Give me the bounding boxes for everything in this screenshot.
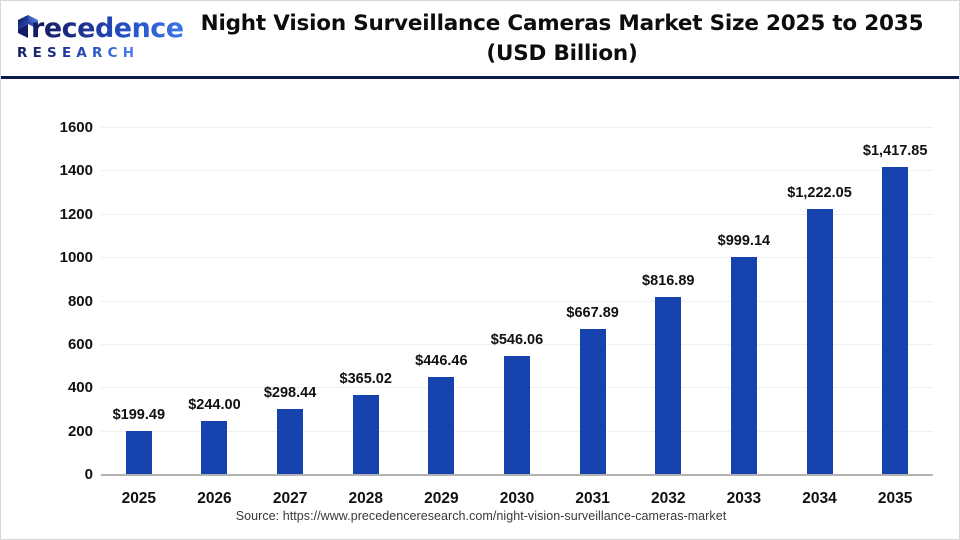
y-axis-tick-label: 400 [67, 379, 93, 397]
page-header: recedence RESEARCH Night Vision Surveill… [1, 1, 959, 79]
y-axis-tick-label: 1400 [59, 162, 93, 180]
page-title-line-2: (USD Billion) [486, 40, 638, 66]
x-axis-tick-label: 2035 [877, 490, 913, 507]
bar[interactable] [579, 329, 606, 474]
bar[interactable] [428, 377, 455, 474]
precedence-research-logo: recedence RESEARCH [15, 13, 184, 69]
x-axis-tick-label: 2029 [424, 490, 459, 507]
x-axis-tick-label: 2027 [272, 490, 308, 507]
logo-wordmark: recedence [31, 13, 184, 44]
bar[interactable] [201, 421, 228, 474]
bar-group: $816.89 2032 [630, 79, 706, 506]
bar-group: $999.14 2033 [706, 79, 782, 506]
bar-group: $546.06 2030 [479, 79, 555, 506]
y-axis-tick-label: 1200 [59, 205, 93, 223]
bar-value-label: $546.06 [490, 331, 544, 348]
x-axis-tick-label: 2028 [348, 490, 383, 507]
bar-value-label: $298.44 [263, 385, 317, 402]
y-axis-tick-label: 600 [67, 335, 93, 353]
bar-group: $1,417.85 2035 [857, 79, 933, 506]
bar-group: $199.49 2025 [101, 79, 177, 506]
bar-group: $365.02 2028 [328, 79, 404, 506]
x-axis-line [101, 474, 933, 476]
bar[interactable] [277, 409, 304, 474]
gridline [101, 343, 933, 345]
y-axis-tick-label: 200 [67, 422, 93, 440]
gridline [101, 127, 933, 128]
bar[interactable] [352, 394, 379, 474]
gridline [101, 213, 933, 215]
bar-group: $244.00 2026 [177, 79, 253, 506]
x-axis-tick-label: 2031 [575, 490, 610, 507]
gridline [101, 170, 933, 172]
x-axis-tick-label: 2034 [802, 490, 837, 507]
bar-group: $1,222.05 2034 [782, 79, 858, 506]
logo-subtitle: RESEARCH [17, 45, 140, 61]
page-title-line-1: Night Vision Surveillance Cameras Market… [200, 11, 924, 36]
bar-value-label: $1,417.85 [862, 142, 928, 159]
page-title: Night Vision Surveillance Cameras Market… [186, 9, 938, 68]
bar[interactable] [730, 257, 757, 474]
bar-value-label: $999.14 [717, 233, 771, 250]
source-caption: Source: https://www.precedenceresearch.c… [235, 509, 727, 523]
bar[interactable] [503, 355, 530, 474]
x-axis-tick-label: 2033 [726, 490, 762, 507]
y-axis-tick-label: 1000 [59, 249, 93, 267]
x-axis-tick-label: 2032 [651, 490, 686, 507]
bar[interactable] [655, 296, 682, 474]
y-axis-tick-label: 1600 [59, 119, 93, 136]
gridline [101, 257, 933, 259]
y-axis-tick-label: 800 [67, 292, 93, 310]
bar-value-label: $365.02 [339, 370, 392, 387]
bar[interactable] [125, 430, 152, 474]
bar-group: $667.89 2031 [555, 79, 631, 506]
gridline [101, 300, 933, 302]
bar-group: $298.44 2027 [252, 79, 328, 506]
x-axis-tick-label: 2026 [197, 490, 232, 507]
x-axis-tick-label: 2025 [121, 490, 157, 507]
bar-chart: 0 200 400 600 800 1000 1200 1400 1600 $199.49 202… [1, 79, 959, 539]
bar-group: $446.46 2029 [404, 79, 480, 506]
prism-logo-icon [18, 15, 38, 38]
bar-value-label: $199.49 [112, 406, 166, 423]
y-axis: 0 200 400 600 800 1000 1200 1400 1600 [1, 79, 93, 539]
bar-value-label: $816.89 [642, 272, 695, 289]
bar[interactable] [806, 208, 833, 474]
bar-value-label: $667.89 [566, 305, 619, 322]
x-axis-tick-label: 2030 [499, 490, 535, 507]
bar-value-label: $1,222.05 [787, 184, 852, 201]
y-axis-tick-label: 0 [84, 466, 93, 483]
bar-value-label: $244.00 [188, 397, 241, 414]
plot-area: $199.49 2025 $244.00 2026 $298.44 2027 $365.02… [101, 79, 933, 539]
bar[interactable] [882, 166, 909, 474]
bar-value-label: $446.46 [415, 353, 468, 370]
